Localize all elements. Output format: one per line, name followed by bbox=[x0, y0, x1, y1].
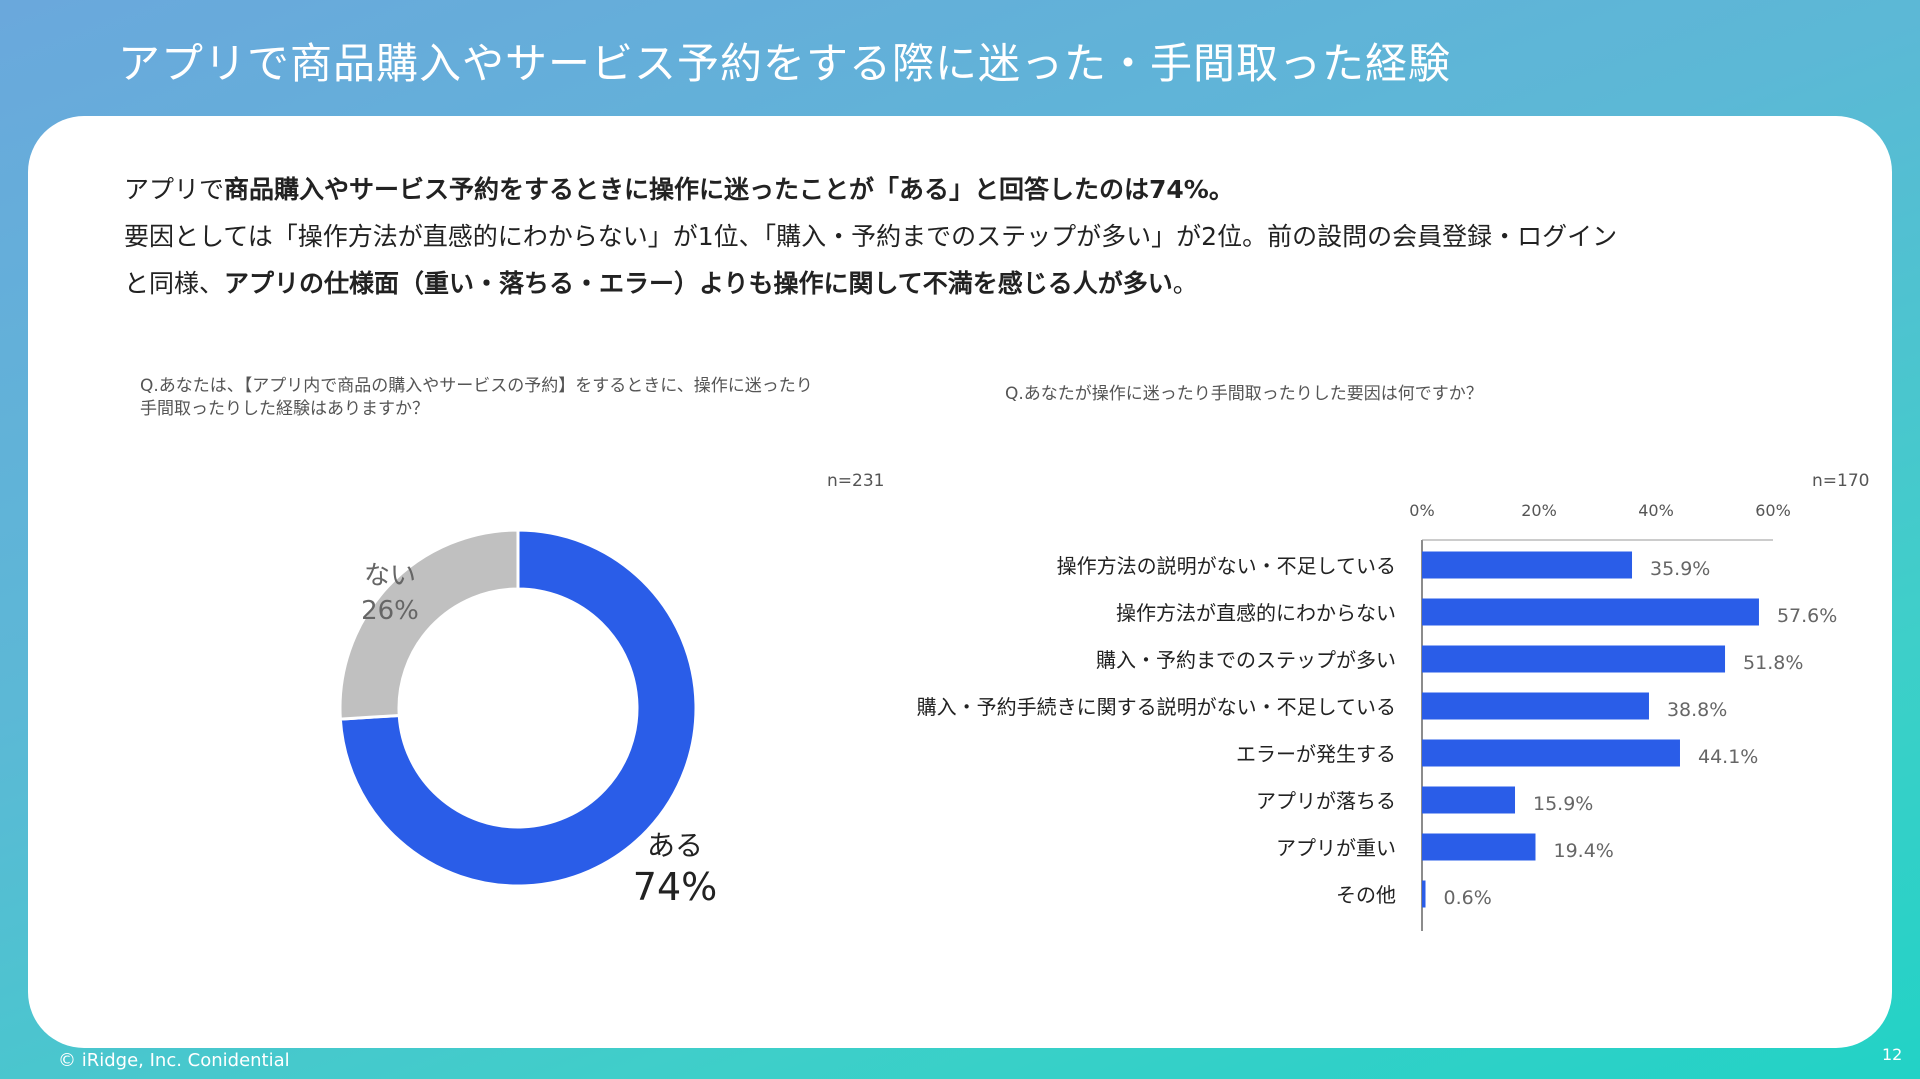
bar-value-label-6: 19.4% bbox=[1553, 840, 1613, 862]
summary-line-1-a: アプリで bbox=[124, 175, 225, 204]
bar-category-label-0: 操作方法の説明がない・不足している bbox=[1057, 554, 1396, 578]
bar-5 bbox=[1422, 786, 1516, 814]
bar-category-label-2: 購入・予約までのステップが多い bbox=[1096, 648, 1396, 672]
bar-value-label-5: 15.9% bbox=[1533, 793, 1593, 815]
bar-tick-label-1: 20% bbox=[1521, 501, 1557, 520]
bar-n-label: n=170 bbox=[1812, 471, 1870, 491]
bar-value-label-7: 0.6% bbox=[1444, 887, 1492, 909]
bar-tick-label-2: 40% bbox=[1638, 501, 1674, 520]
donut-question: Q.あなたは、【アプリ内で商品の購入やサービスの予約】をするときに、操作に迷った… bbox=[140, 375, 813, 421]
bar-category-label-4: エラーが発生する bbox=[1236, 742, 1396, 766]
donut-value-nai: 26% bbox=[361, 596, 419, 626]
bar-category-label-5: アプリが落ちる bbox=[1256, 789, 1396, 813]
bar-0 bbox=[1422, 551, 1633, 579]
summary-line-3-c: 。 bbox=[1172, 269, 1198, 298]
donut-n-label: n=231 bbox=[827, 471, 885, 491]
summary-line-3: と同様、アプリの仕様面（重い・落ちる・エラー）よりも操作に関して不満を感じる人が… bbox=[124, 260, 1824, 307]
slide-title: アプリで商品購入やサービス予約をする際に迷った・手間取った経験 bbox=[118, 39, 1452, 88]
donut-slice-1 bbox=[338, 528, 520, 721]
bar-category-label-3: 購入・予約手続きに関する説明がない・不足している bbox=[917, 695, 1396, 719]
donut-value-aru: 74% bbox=[633, 865, 717, 909]
donut-question-line-2: 手間取ったりした経験はありますか？ bbox=[140, 399, 429, 419]
bar-category-label-6: アプリが重い bbox=[1276, 836, 1396, 860]
bar-6 bbox=[1422, 833, 1536, 861]
page-number: 12 bbox=[1882, 1045, 1903, 1064]
bar-value-label-3: 38.8% bbox=[1667, 699, 1727, 721]
bar-category-label-1: 操作方法が直感的にわからない bbox=[1116, 601, 1396, 625]
summary-line-1: アプリで商品購入やサービス予約をするときに操作に迷ったことが「ある」と回答したの… bbox=[124, 166, 1824, 213]
donut-slice-0 bbox=[338, 528, 698, 888]
bar-value-label-2: 51.8% bbox=[1743, 652, 1803, 674]
bar-value-label-0: 35.9% bbox=[1650, 558, 1710, 580]
donut-label-aru: ある bbox=[647, 829, 703, 862]
bar-tick-label-3: 60% bbox=[1755, 501, 1791, 520]
content-card bbox=[28, 116, 1892, 1048]
summary-text: アプリで商品購入やサービス予約をするときに操作に迷ったことが「ある」と回答したの… bbox=[124, 166, 1824, 307]
summary-line-1-b: 商品購入やサービス予約をするときに操作に迷ったことが「ある」と回答したのは74%… bbox=[224, 175, 1234, 204]
bar-category-label-7: その他 bbox=[1336, 883, 1396, 907]
bar-chart: 0% 20% 40% 60% 操作方法の説明がない・不足している 35.9% 操作方法が直感… bbox=[917, 501, 1837, 931]
bar-value-label-1: 57.6% bbox=[1777, 605, 1837, 627]
bar-question: Q.あなたが操作に迷ったり手間取ったりした要因は何ですか？ bbox=[1005, 384, 1483, 404]
summary-line-3-a: と同様、 bbox=[124, 269, 225, 298]
donut-label-nai: ない bbox=[364, 561, 416, 591]
footer-copyright: © iRidge, Inc. Conidential bbox=[58, 1050, 290, 1071]
bar-3 bbox=[1422, 692, 1649, 720]
bar-tick-label-0: 0% bbox=[1409, 501, 1434, 520]
bar-1 bbox=[1422, 598, 1759, 626]
donut-question-line-1: Q.あなたは、【アプリ内で商品の購入やサービスの予約】をするときに、操作に迷った… bbox=[140, 376, 813, 396]
bar-2 bbox=[1422, 645, 1726, 673]
summary-line-2: 要因としては「操作方法が直感的にわからない」が1位、「購入・予約までのステップが… bbox=[124, 222, 1618, 251]
bar-7 bbox=[1422, 880, 1426, 908]
bar-4 bbox=[1422, 739, 1680, 767]
bar-value-label-4: 44.1% bbox=[1698, 746, 1758, 768]
summary-line-3-b: アプリの仕様面（重い・落ちる・エラー）よりも操作に関して不満を感じる人が多い bbox=[224, 269, 1173, 298]
